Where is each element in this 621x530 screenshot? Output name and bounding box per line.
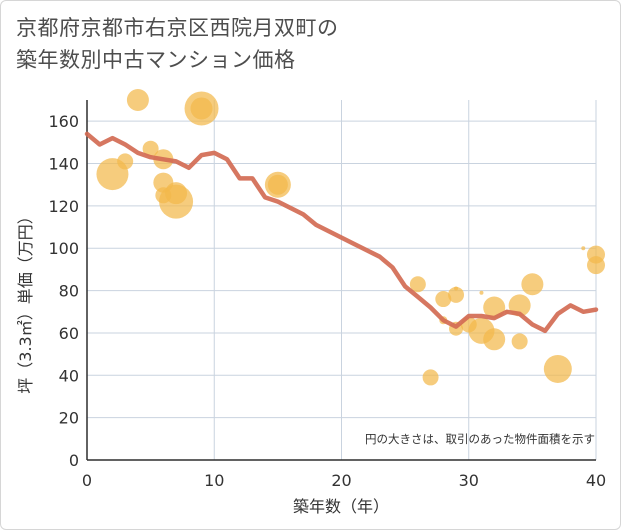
data-bubble (587, 256, 605, 275)
bubble-size-note: 円の大きさは、取引のあった物件面積を示す (365, 432, 595, 446)
x-tick-label: 30 (459, 471, 479, 490)
x-axis-title: 築年数（年） (293, 497, 389, 516)
average-price-line (84, 131, 599, 334)
y-axis-title: 坪（3.3㎡）単価（万円） (16, 208, 35, 393)
axes (86, 100, 597, 461)
x-tick-label: 0 (82, 471, 92, 490)
data-bubble (454, 286, 459, 291)
x-tick-labels: 0 10 20 30 40 (82, 471, 606, 490)
data-bubble (117, 153, 134, 170)
y-tick-label: 160 (48, 112, 79, 131)
data-bubble (267, 174, 288, 195)
data-bubble (511, 333, 528, 350)
y-tick-label: 0 (69, 451, 79, 470)
data-bubble (409, 276, 426, 293)
bubble-layer (96, 89, 605, 386)
y-tick-label: 60 (59, 324, 79, 343)
trend-line-layer (84, 131, 599, 334)
data-bubble (435, 291, 452, 308)
y-tick-label: 40 (59, 366, 79, 385)
data-bubble (521, 273, 544, 296)
data-bubble (159, 184, 194, 219)
data-bubble (126, 89, 149, 111)
data-bubble (422, 369, 439, 386)
y-tick-label: 140 (48, 155, 79, 174)
data-bubble (142, 140, 159, 157)
data-bubble (479, 290, 484, 295)
y-tick-label: 120 (48, 197, 79, 216)
chart-title: 京都府京都市右京区西院月双町の 築年数別中古マンション価格 (16, 12, 576, 76)
y-tick-labels: 0 20 40 60 80 100 120 140 160 (48, 112, 79, 470)
data-bubble (190, 97, 213, 120)
x-tick-label: 20 (331, 471, 351, 490)
data-bubble (483, 328, 506, 351)
chart-title-line-1: 京都府京都市右京区西院月双町の (16, 16, 339, 40)
chart-title-line-2: 築年数別中古マンション価格 (16, 48, 296, 72)
x-tick-label: 10 (204, 471, 224, 490)
data-bubble (448, 286, 465, 303)
data-bubble (581, 246, 586, 251)
y-tick-label: 80 (59, 282, 79, 301)
y-tick-label: 100 (48, 239, 79, 258)
y-tick-label: 20 (59, 409, 79, 428)
x-tick-label: 40 (586, 471, 606, 490)
data-bubble (543, 354, 572, 383)
